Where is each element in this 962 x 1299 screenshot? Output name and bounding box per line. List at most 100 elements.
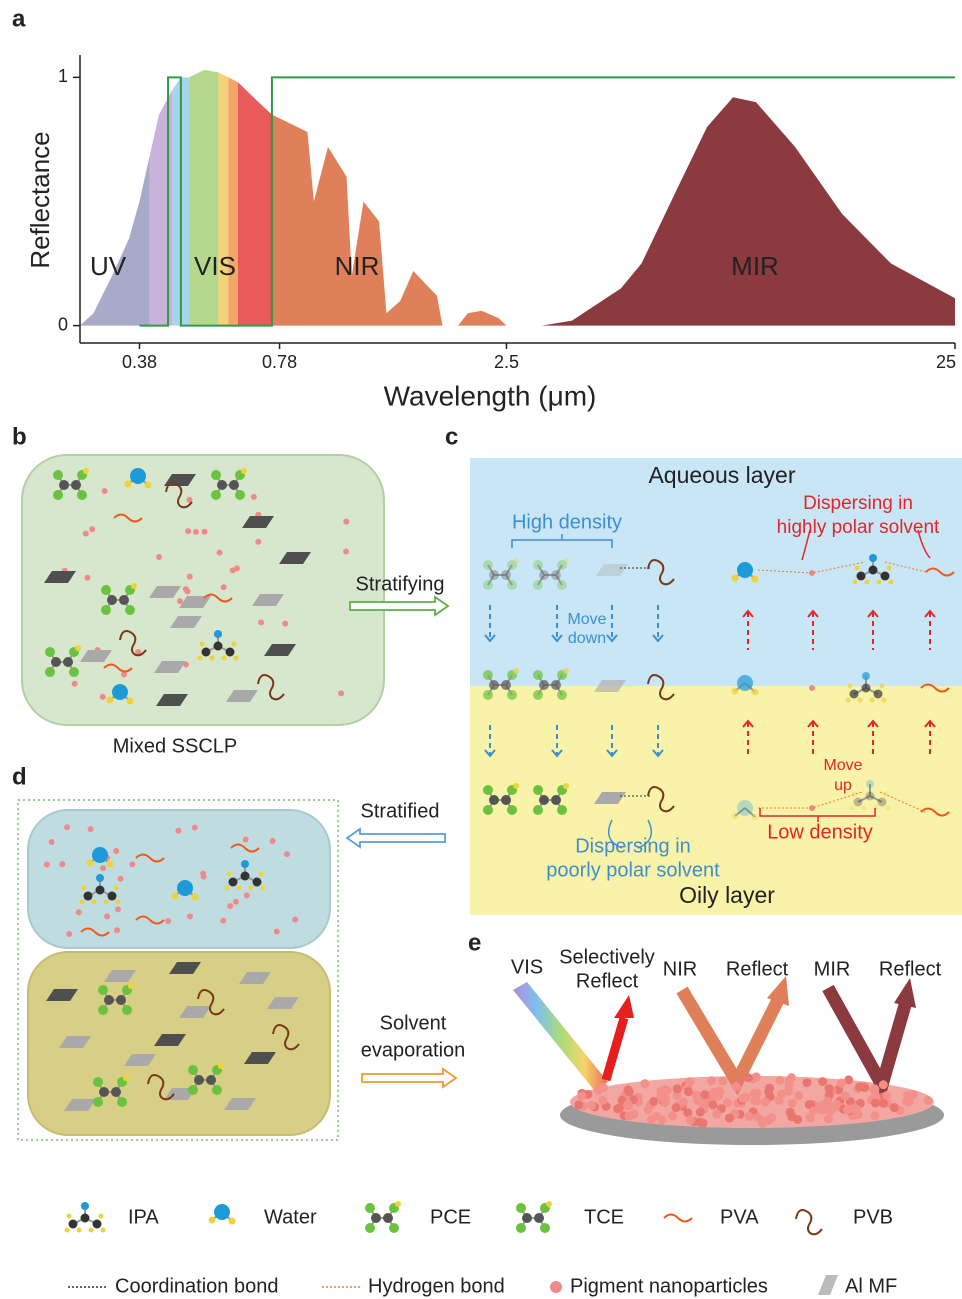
atom: [76, 909, 82, 915]
atom: [107, 697, 114, 704]
atom: [823, 1097, 832, 1106]
atom: [119, 595, 129, 605]
atom: [869, 566, 878, 575]
atom: [71, 480, 81, 490]
atom: [210, 656, 215, 661]
atom: [852, 792, 857, 797]
atom: [850, 806, 855, 811]
atom: [874, 690, 883, 699]
atom: [483, 560, 493, 570]
atom: [825, 1084, 834, 1093]
annotation: High density: [512, 511, 622, 533]
x-tick-label: 25: [936, 352, 956, 372]
nir-beam: [682, 990, 778, 1082]
atom: [395, 1201, 401, 1207]
atom: [383, 1213, 393, 1223]
atom: [89, 1228, 94, 1233]
atom: [338, 690, 344, 696]
atom: [870, 1111, 879, 1120]
atom: [258, 619, 264, 625]
legend-label: PVA: [720, 1206, 759, 1228]
beam-label: Reflect: [879, 958, 942, 980]
atom: [765, 1084, 774, 1093]
atom: [53, 470, 63, 480]
atom: [924, 1096, 933, 1105]
atom: [131, 583, 137, 589]
atom: [501, 680, 511, 690]
atom: [114, 927, 120, 933]
atom: [284, 851, 290, 857]
atom: [220, 918, 226, 924]
atom: [752, 1072, 761, 1081]
atom: [63, 657, 73, 667]
atom: [81, 1202, 89, 1210]
atom: [507, 805, 517, 815]
atom: [188, 1065, 198, 1075]
vis-beam: [513, 982, 608, 1090]
atom: [594, 1086, 603, 1095]
atom: [644, 1105, 653, 1114]
arrow-label: Stratified: [361, 800, 440, 822]
atom: [221, 584, 227, 590]
atom: [539, 570, 549, 580]
atom: [233, 899, 239, 905]
atom: [102, 488, 108, 494]
atom: [253, 878, 262, 887]
atom: [483, 580, 493, 590]
atom: [172, 893, 179, 900]
atom: [292, 917, 298, 923]
atom: [848, 684, 853, 689]
arrow-label: Solvent: [380, 1012, 447, 1034]
spectrum-area: [80, 157, 149, 326]
annotation: poorly polar solvent: [546, 859, 720, 881]
atom: [846, 698, 851, 703]
atom: [101, 585, 111, 595]
atom: [193, 529, 199, 535]
atom: [533, 785, 543, 795]
atom: [684, 1087, 693, 1096]
atom: [837, 1079, 846, 1088]
atom: [67, 1214, 72, 1219]
figure: a b c d e 010.380.782.525 Reflectance Wa…: [0, 0, 962, 1299]
annotation: Dispersing in: [803, 493, 913, 514]
atom: [104, 900, 109, 905]
atom: [227, 903, 233, 909]
legend-label: Coordination bond: [115, 1275, 278, 1297]
atom: [211, 490, 221, 500]
atom: [574, 1100, 583, 1109]
atom: [212, 1085, 222, 1095]
atom: [890, 1103, 899, 1112]
panel-label: a: [12, 5, 26, 32]
spectrum-area: [228, 77, 238, 325]
atom: [83, 531, 89, 537]
atom: [744, 1073, 753, 1082]
atom: [855, 1082, 864, 1091]
atom: [660, 1085, 669, 1094]
atom: [818, 1077, 827, 1086]
atom: [513, 783, 519, 789]
atom: [101, 605, 111, 615]
atom: [225, 886, 230, 891]
legend-label: Al MF: [845, 1275, 897, 1297]
atom: [757, 1116, 766, 1125]
atom: [533, 805, 543, 815]
atom: [229, 1218, 236, 1225]
atom: [858, 698, 863, 703]
annotation: Move: [823, 757, 862, 774]
atom: [101, 1228, 106, 1233]
atom: [557, 690, 567, 700]
atom: [546, 1201, 552, 1207]
atom: [587, 1101, 596, 1110]
atom: [516, 1223, 526, 1233]
atom: [96, 874, 104, 882]
atom: [128, 983, 134, 989]
atom: [483, 670, 493, 680]
atom: [100, 694, 106, 700]
atom: [117, 1097, 127, 1107]
atom: [83, 468, 89, 474]
atom: [854, 798, 863, 807]
atom: [563, 668, 569, 674]
atom: [89, 526, 95, 532]
atom: [877, 580, 882, 585]
atom: [114, 886, 119, 891]
